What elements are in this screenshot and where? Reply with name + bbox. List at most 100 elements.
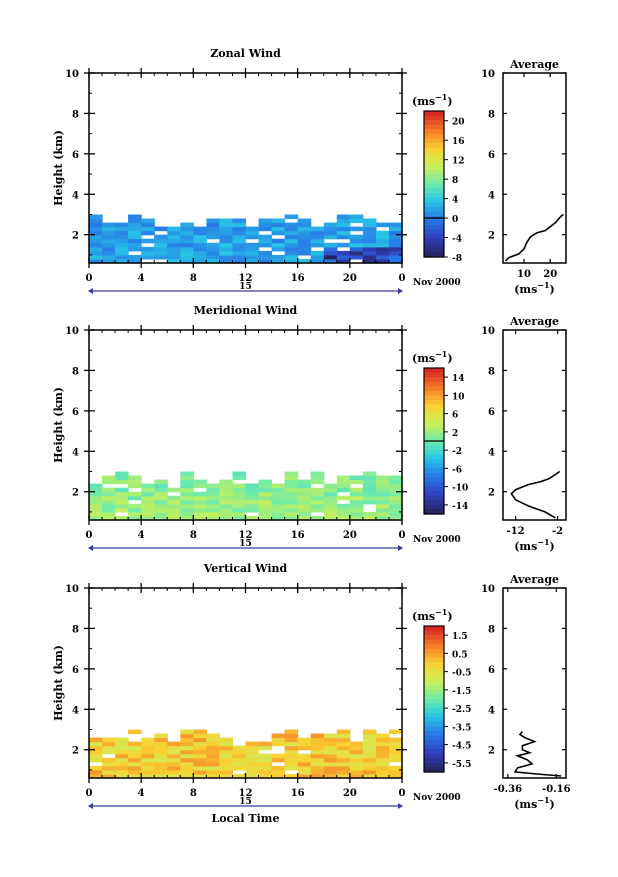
heatmap-cell — [141, 765, 155, 771]
heatmap-cell — [258, 491, 273, 497]
heatmap-cell — [362, 495, 377, 501]
heatmap-cell — [297, 234, 312, 240]
heatmap-cell — [193, 499, 207, 505]
colorbar-swatch — [424, 115, 444, 121]
average-y-tick-label: 4 — [488, 190, 495, 201]
colorbar-swatch — [424, 699, 444, 705]
heatmap-cell — [232, 745, 247, 751]
heatmap-cell — [271, 774, 286, 779]
heatmap-cell — [245, 226, 260, 232]
average-x-label: (ms−1) — [514, 795, 555, 811]
heatmap-cell — [193, 250, 207, 256]
average-profile-line — [510, 470, 561, 519]
heatmap-cell — [271, 733, 286, 739]
heatmap-cell — [310, 733, 325, 739]
heatmap-cell — [180, 259, 194, 264]
average-title: Average — [509, 573, 559, 586]
heatmap-cell — [362, 250, 377, 256]
heatmap-cell — [206, 733, 220, 739]
heatmap-cell — [349, 499, 364, 505]
average-x-label-close: ) — [550, 540, 555, 553]
heatmap-cell — [362, 471, 377, 477]
heatmap-cell — [310, 479, 325, 485]
x-tick-label: 0 — [86, 788, 93, 799]
heatmap-cell — [193, 511, 207, 517]
heatmap-cell — [389, 259, 403, 264]
heatmap-cell — [206, 745, 220, 751]
heatmap-cell — [154, 495, 168, 501]
heatmap-cell — [219, 774, 233, 779]
heatmap-cell — [89, 503, 103, 509]
heatmap-cell — [349, 242, 364, 248]
heatmap-cell — [284, 242, 299, 248]
heatmap-cell — [180, 230, 194, 236]
heatmap-cell — [284, 503, 299, 509]
heatmap-cell — [141, 483, 155, 489]
heatmap-cell — [180, 753, 194, 759]
heatmap-cell — [297, 222, 312, 228]
heatmap-cell — [271, 238, 286, 244]
heatmap-cell — [362, 479, 377, 485]
y-tick-label: 10 — [65, 584, 79, 595]
heatmap-cell — [362, 499, 377, 505]
heatmap-cell — [219, 753, 233, 759]
heatmap-cell — [193, 479, 207, 485]
x-tick-label: 0 — [86, 273, 93, 284]
heatmap-cell — [245, 491, 260, 497]
heatmap-cell — [336, 487, 351, 493]
heatmap-cell — [167, 765, 181, 771]
heatmap-cell — [310, 745, 325, 751]
heatmap-cell — [284, 761, 299, 767]
date-day-label: 15 — [239, 539, 252, 549]
heatmap-cell — [310, 226, 325, 232]
colorbar-swatch — [424, 635, 444, 641]
heatmap-cell — [115, 495, 129, 501]
heatmap-cell — [206, 761, 220, 767]
heatmap-cell — [271, 769, 286, 775]
average-frame — [502, 72, 567, 264]
heatmap-cell — [284, 737, 299, 743]
heatmap-cell — [336, 741, 351, 747]
colorbar-swatch — [424, 225, 444, 231]
heatmap-cell — [102, 222, 116, 228]
heatmap-cell — [102, 234, 116, 240]
heatmap-cell — [219, 745, 233, 751]
heatmap-cell — [180, 491, 194, 497]
y-tick-label: 4 — [72, 705, 79, 716]
heatmap-cell — [284, 741, 299, 747]
heatmap-cell — [89, 769, 103, 775]
heatmap-cell — [167, 242, 181, 248]
colorbar-tick-label: -14 — [452, 502, 468, 512]
heatmap-cell — [336, 242, 351, 248]
heatmap-cell — [389, 737, 403, 743]
heatmap-cell — [115, 471, 129, 477]
average-x-tick-label: 10 — [517, 269, 531, 280]
heatmap-cell — [297, 218, 312, 224]
heatmap-cell — [154, 511, 168, 517]
colorbar-swatch — [424, 504, 444, 511]
colorbar-swatch — [424, 418, 444, 424]
heatmap-cell — [258, 507, 273, 513]
heatmap-cell — [180, 226, 194, 232]
heatmap-cell — [219, 511, 233, 517]
heatmap-cell — [232, 499, 247, 505]
colorbar-unit-text: (ms — [412, 610, 435, 623]
heatmap-cell — [167, 495, 181, 501]
heatmap-cell — [141, 491, 155, 497]
colorbar-tick-label: -0.5 — [452, 669, 471, 679]
heatmap-cell — [389, 246, 403, 252]
heatmap-cell — [284, 753, 299, 759]
heatmap-cell — [323, 222, 338, 228]
colorbar-swatch — [424, 174, 444, 181]
heatmap-cell — [102, 737, 116, 743]
heatmap-cell — [167, 246, 181, 252]
date-day-label: 15 — [239, 282, 252, 292]
heatmap-cell — [271, 259, 286, 264]
colorbar-swatch — [424, 147, 444, 153]
heatmap-cell — [89, 230, 103, 236]
heatmap-cell — [258, 769, 273, 775]
average-profile-line — [513, 731, 562, 777]
colorbar-swatch — [424, 234, 444, 240]
heatmap-cell — [349, 741, 364, 747]
heatmap-cells — [89, 729, 403, 779]
